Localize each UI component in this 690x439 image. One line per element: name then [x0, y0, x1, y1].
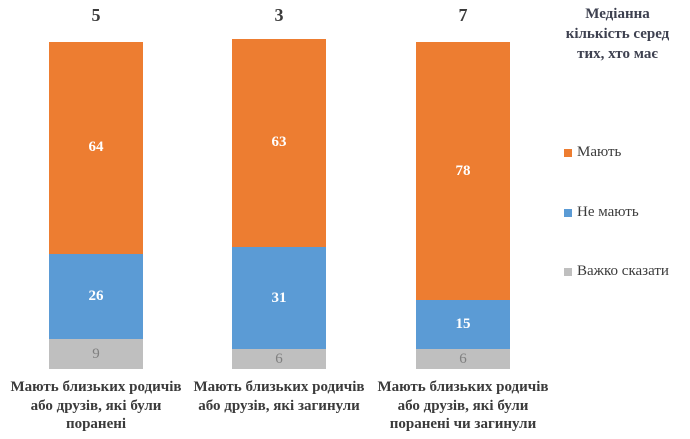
bar-group-wounded-or-killed: 7 78 15 6 Мають близьких родичів або дру… [377, 0, 548, 432]
stacked-bar: 78 15 6 [416, 42, 510, 369]
segment-not-have: 15 [416, 299, 510, 350]
segment-not-have: 26 [49, 253, 143, 340]
category-label: Мають близьких родичів або друзів, які б… [377, 379, 549, 432]
legend-swatch-not-have-icon [564, 208, 572, 217]
segment-value-label: 63 [271, 134, 287, 151]
legend-label: Мають [577, 144, 622, 160]
segment-have: 63 [232, 39, 326, 247]
segment-value-label: 26 [88, 287, 104, 304]
segment-hard-to-say: 9 [49, 339, 143, 369]
legend-item-have: Мають [564, 144, 621, 161]
bar-group-killed: 3 63 31 6 Мають близьких родичів або дру… [193, 0, 364, 414]
legend: Медіанна кількість серед тих, хто має Ма… [545, 0, 690, 369]
legend-title: Медіанна кількість серед тих, хто має [565, 6, 670, 62]
segment-have: 78 [416, 42, 510, 300]
legend-label: Не мають [577, 204, 639, 220]
median-value: 3 [274, 5, 284, 25]
stacked-bar: 63 31 6 [232, 39, 326, 369]
segment-value-label: 9 [92, 345, 100, 362]
bar-group-wounded: 5 64 26 9 Мають близьких родичів або дру… [10, 0, 181, 432]
stacked-bar: 64 26 9 [49, 42, 143, 369]
segment-value-label: 31 [271, 289, 287, 306]
segment-value-label: 78 [455, 162, 471, 179]
legend-swatch-hard-to-say-icon [564, 267, 572, 276]
legend-swatch-have-icon [564, 148, 572, 157]
legend-item-not-have: Не мають [564, 204, 639, 221]
segment-value-label: 6 [275, 350, 283, 367]
segment-have: 64 [49, 42, 143, 254]
legend-label: Важко сказати [577, 263, 669, 279]
segment-not-have: 31 [232, 246, 326, 350]
median-value: 7 [458, 5, 468, 25]
segment-value-label: 15 [455, 315, 471, 332]
legend-item-hard-to-say: Важко сказати [564, 263, 669, 280]
category-label: Мають близьких родичів або друзів, які з… [193, 379, 365, 414]
segment-value-label: 64 [88, 139, 104, 156]
median-value: 5 [91, 5, 101, 25]
segment-hard-to-say: 6 [416, 349, 510, 369]
segment-hard-to-say: 6 [232, 349, 326, 369]
category-label: Мають близьких родичів або друзів, які б… [10, 379, 182, 432]
segment-value-label: 6 [459, 350, 467, 367]
